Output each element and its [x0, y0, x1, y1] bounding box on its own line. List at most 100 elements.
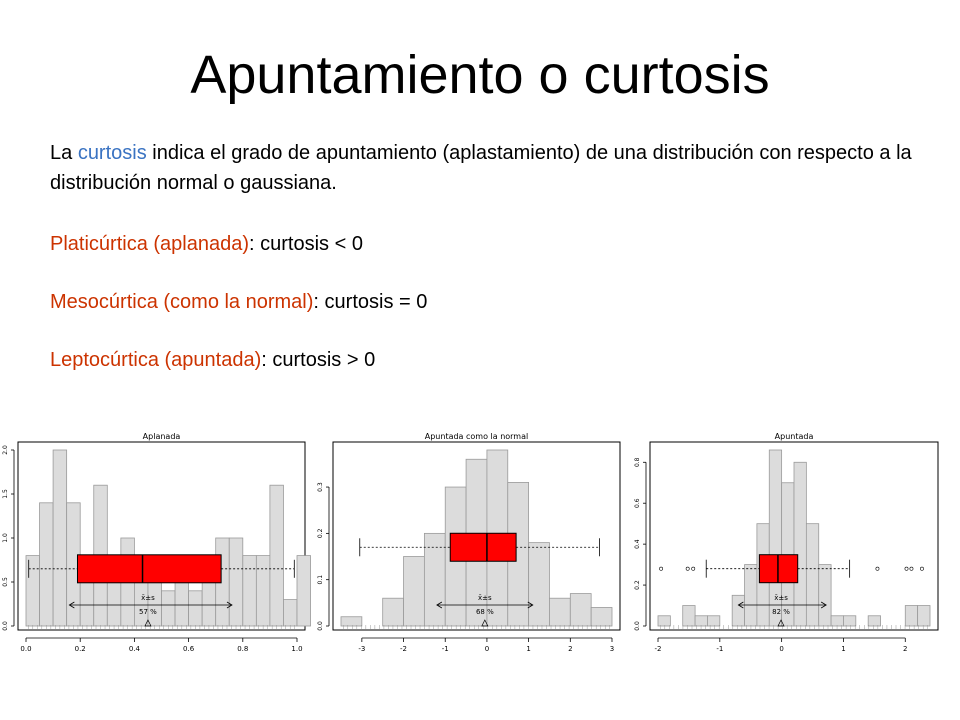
y-tick-label: 0.0 — [634, 621, 641, 631]
chart-title: Aplanada — [143, 432, 181, 441]
x-tick-label: -2 — [400, 645, 407, 653]
y-tick-label: 0.3 — [317, 482, 324, 492]
x-tick-label: 0.2 — [75, 645, 86, 653]
histogram-bar — [25, 555, 40, 627]
x-tick-label: 2 — [568, 645, 572, 653]
outlier-point — [659, 566, 663, 571]
type-name: Platicúrtica (aplanada) — [50, 233, 249, 255]
plot-frame — [332, 441, 621, 631]
histogram-bar — [843, 615, 857, 627]
histogram-bar — [296, 555, 311, 627]
outlier-point — [875, 566, 880, 571]
chart-title: Apuntada como la normal — [425, 432, 528, 441]
type-platicurtica: Platicúrtica (aplanada): curtosis < 0 — [50, 229, 930, 259]
histogram-bar — [818, 564, 832, 627]
histogram-bar — [52, 449, 68, 627]
histogram-bar — [188, 590, 203, 627]
x-tick-label: 2 — [903, 645, 907, 653]
arrow-head-left — [436, 601, 443, 609]
type-rule: : curtosis = 0 — [313, 291, 428, 313]
y-tick-label: 0.4 — [634, 539, 641, 549]
histogram-bar — [830, 615, 844, 627]
term-curtosis: curtosis — [77, 142, 147, 164]
mean-sd-label: x̄±s — [141, 594, 155, 602]
x-tick-label: -1 — [716, 645, 723, 653]
mean-sd-percent: 82 % — [772, 608, 790, 616]
slide-title: Apuntamiento o curtosis — [190, 45, 770, 105]
histogram-bar — [528, 542, 550, 627]
definition-paragraph: La curtosis indica el grado de apuntamie… — [50, 138, 930, 198]
x-tick-label: 0.8 — [237, 645, 248, 653]
histogram-bar — [255, 555, 271, 627]
x-tick-label: 0.6 — [183, 645, 195, 653]
arrow-head-right — [527, 601, 534, 609]
type-leptocurtica: Leptocúrtica (apuntada): curtosis > 0 — [50, 345, 930, 375]
histogram-bar — [39, 502, 54, 627]
histogram-bar — [867, 615, 881, 627]
outlier-point — [691, 566, 696, 571]
x-tick-label: 1 — [841, 645, 845, 653]
x-tick-label: 0.0 — [20, 645, 31, 653]
histogram-bar — [731, 594, 745, 627]
y-tick-label: 0.2 — [634, 580, 641, 590]
histogram-bar — [707, 615, 721, 627]
outlier-point — [904, 566, 909, 571]
histogram-bar — [694, 615, 708, 627]
x-tick-label: 1 — [526, 645, 530, 653]
histogram-bar — [228, 537, 244, 627]
definition-rest: indica el grado de apuntamiento (aplasta… — [50, 142, 912, 194]
mean-marker — [777, 619, 785, 627]
arrow-head-right — [226, 601, 233, 609]
histogram-bar — [744, 564, 758, 627]
histogram-bar — [549, 597, 571, 627]
histogram-bar — [904, 605, 919, 627]
x-tick-label: 0 — [779, 645, 783, 653]
x-tick-label: 0.4 — [129, 645, 141, 653]
plot-frame — [17, 441, 306, 631]
y-tick-label: 1.5 — [2, 489, 9, 499]
outlier-point — [909, 566, 914, 571]
y-tick-label: 0.0 — [317, 621, 324, 631]
histogram-bar — [340, 616, 363, 627]
y-tick-label: 0.8 — [634, 457, 641, 467]
arrow-head-left — [68, 601, 75, 609]
outlier-point — [685, 566, 690, 571]
histogram-bar — [917, 605, 931, 627]
histogram-bar — [423, 532, 446, 627]
histogram-figures: Aplanada x̄±s 57 % 0.0 0.2 0.4 0.6 0.8 1.0 0.0 0.5… — [2, 432, 939, 653]
x-tick-label: 3 — [610, 645, 614, 653]
x-tick-label: -2 — [655, 645, 662, 653]
type-name: Mesocúrtica (como la normal) — [50, 291, 314, 313]
histogram-bar — [793, 461, 807, 627]
x-tick-label: 1.0 — [291, 645, 302, 653]
y-tick-label: 0.6 — [634, 498, 641, 508]
chart-title: Apuntada — [775, 432, 814, 441]
arrow-head-left — [737, 601, 744, 609]
histogram-bar — [242, 555, 257, 627]
mean-sd-label: x̄±s — [478, 594, 492, 602]
y-tick-label: 0.5 — [2, 577, 9, 587]
y-tick-label: 0.1 — [317, 575, 324, 585]
histogram-bar — [805, 523, 820, 627]
mean-marker — [481, 619, 489, 627]
histogram-bar — [161, 590, 176, 627]
y-tick-label: 1.0 — [2, 533, 9, 543]
x-tick-label: 0 — [485, 645, 489, 653]
histogram-bar — [269, 484, 284, 627]
arrow-head-right — [820, 601, 827, 609]
mean-sd-label: x̄±s — [774, 594, 788, 602]
type-name: Leptocúrtica (apuntada) — [50, 349, 262, 371]
mean-sd-percent: 57 % — [139, 608, 157, 616]
histogram-bar — [569, 593, 592, 627]
histogram-bar — [382, 597, 404, 627]
box-iqr — [449, 532, 517, 562]
y-tick-label: 2.0 — [2, 445, 9, 455]
histogram-bar — [682, 605, 696, 627]
mean-marker — [144, 619, 152, 627]
box-iqr — [76, 554, 222, 584]
histogram-bar — [657, 615, 671, 627]
type-mesocurtica: Mesocúrtica (como la normal): curtosis =… — [50, 287, 930, 317]
histogram-bar — [590, 607, 613, 627]
plot-frame — [649, 441, 939, 631]
x-tick-label: -1 — [442, 645, 449, 653]
